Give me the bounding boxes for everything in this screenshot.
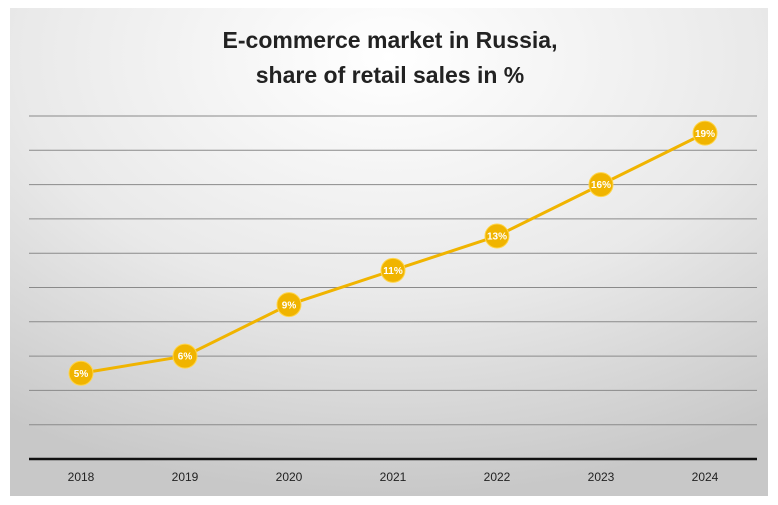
data-label: 9% [282, 300, 297, 311]
data-label: 19% [695, 129, 715, 140]
marker [484, 223, 510, 249]
x-tick-label: 2021 [380, 470, 407, 484]
chart-title: share of retail sales in % [256, 62, 524, 88]
marker [172, 343, 198, 369]
background [10, 8, 768, 496]
marker [692, 120, 718, 146]
marker [68, 360, 94, 386]
chart-title: E-commerce market in Russia, [223, 27, 558, 53]
marker [380, 257, 406, 283]
data-label: 13% [487, 232, 507, 243]
data-label: 11% [383, 266, 403, 277]
x-tick-label: 2022 [484, 470, 511, 484]
marker [276, 292, 302, 318]
x-tick-label: 2020 [276, 470, 303, 484]
data-label: 16% [591, 180, 611, 191]
data-label: 5% [74, 369, 89, 380]
x-tick-label: 2023 [588, 470, 615, 484]
x-tick-label: 2018 [68, 470, 95, 484]
x-tick-label: 2019 [172, 470, 199, 484]
data-label: 6% [178, 352, 193, 363]
marker [588, 172, 614, 198]
x-tick-label: 2024 [692, 470, 719, 484]
